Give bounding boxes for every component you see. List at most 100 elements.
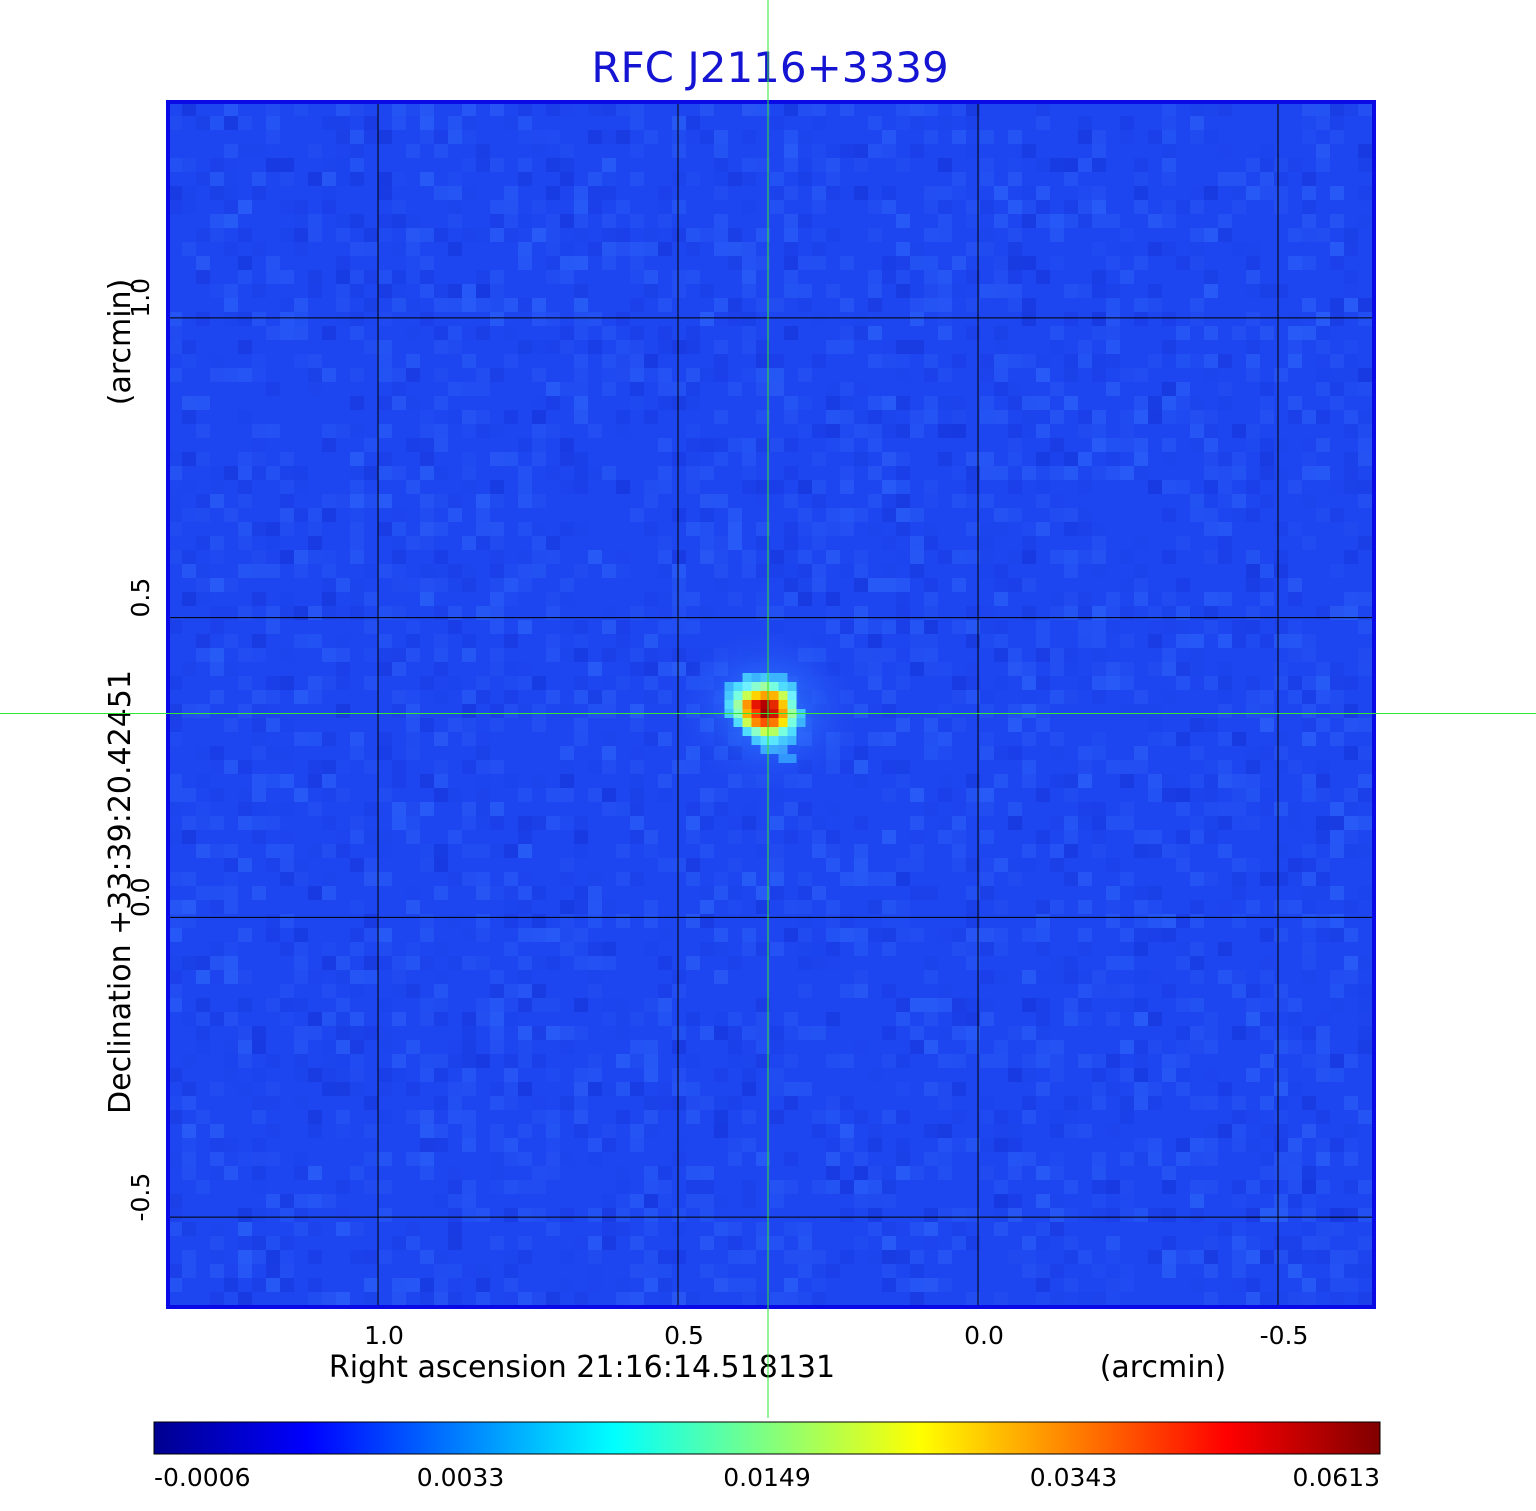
noise-pixel	[266, 536, 280, 550]
noise-pixel	[266, 746, 280, 760]
noise-pixel	[1260, 1250, 1274, 1264]
noise-pixel	[1148, 410, 1162, 424]
noise-pixel	[182, 242, 196, 256]
source-pixel	[733, 700, 743, 709]
noise-pixel	[350, 1166, 364, 1180]
noise-pixel	[420, 116, 434, 130]
noise-pixel	[630, 1236, 644, 1250]
noise-pixel	[210, 158, 224, 172]
noise-pixel	[1120, 984, 1134, 998]
noise-pixel	[1064, 368, 1078, 382]
noise-pixel	[896, 284, 910, 298]
noise-pixel	[854, 424, 868, 438]
noise-pixel	[882, 732, 896, 746]
noise-pixel	[294, 1166, 308, 1180]
noise-pixel	[630, 1082, 644, 1096]
noise-pixel	[1092, 746, 1106, 760]
noise-pixel	[518, 662, 532, 676]
noise-pixel	[266, 998, 280, 1012]
noise-pixel	[1092, 438, 1106, 452]
noise-pixel	[630, 270, 644, 284]
noise-pixel	[252, 1068, 266, 1082]
noise-pixel	[1176, 410, 1190, 424]
noise-pixel	[896, 396, 910, 410]
noise-pixel	[924, 606, 938, 620]
noise-pixel	[1246, 704, 1260, 718]
noise-pixel	[546, 1152, 560, 1166]
noise-pixel	[1316, 1180, 1330, 1194]
noise-pixel	[1204, 494, 1218, 508]
noise-pixel	[644, 1054, 658, 1068]
noise-pixel	[546, 998, 560, 1012]
noise-pixel	[1358, 158, 1372, 172]
noise-pixel	[616, 130, 630, 144]
noise-pixel	[476, 886, 490, 900]
noise-pixel	[196, 998, 210, 1012]
noise-pixel	[1190, 872, 1204, 886]
noise-pixel	[1064, 564, 1078, 578]
noise-pixel	[1106, 1236, 1120, 1250]
noise-pixel	[1120, 704, 1134, 718]
noise-pixel	[364, 1250, 378, 1264]
noise-pixel	[1358, 214, 1372, 228]
noise-pixel	[1036, 200, 1050, 214]
noise-pixel	[1274, 746, 1288, 760]
noise-pixel	[1316, 1222, 1330, 1236]
noise-pixel	[868, 116, 882, 130]
noise-pixel	[378, 564, 392, 578]
noise-pixel	[630, 788, 644, 802]
noise-pixel	[658, 1012, 672, 1026]
noise-pixel	[994, 368, 1008, 382]
noise-pixel	[1232, 1222, 1246, 1236]
noise-pixel	[462, 1040, 476, 1054]
noise-pixel	[420, 508, 434, 522]
noise-pixel	[1106, 466, 1120, 480]
noise-pixel	[1190, 410, 1204, 424]
noise-pixel	[1274, 1138, 1288, 1152]
noise-pixel	[294, 480, 308, 494]
noise-pixel	[518, 1292, 532, 1306]
noise-pixel	[756, 886, 770, 900]
noise-pixel	[672, 228, 686, 242]
noise-pixel	[168, 550, 182, 564]
noise-pixel	[980, 634, 994, 648]
noise-pixel	[644, 592, 658, 606]
noise-pixel	[910, 1250, 924, 1264]
noise-pixel	[280, 172, 294, 186]
noise-pixel	[1288, 340, 1302, 354]
noise-pixel	[714, 1278, 728, 1292]
noise-pixel	[1358, 816, 1372, 830]
noise-pixel	[1064, 774, 1078, 788]
noise-pixel	[1092, 1194, 1106, 1208]
noise-pixel	[1218, 144, 1232, 158]
noise-pixel	[784, 802, 798, 816]
noise-pixel	[644, 662, 658, 676]
noise-pixel	[1232, 494, 1246, 508]
noise-pixel	[798, 956, 812, 970]
noise-pixel	[994, 326, 1008, 340]
noise-pixel	[588, 956, 602, 970]
noise-pixel	[1274, 466, 1288, 480]
noise-pixel	[1064, 1180, 1078, 1194]
noise-pixel	[1064, 970, 1078, 984]
noise-pixel	[966, 774, 980, 788]
noise-pixel	[1274, 1194, 1288, 1208]
colorbar-tick-label: 0.0343	[1030, 1463, 1117, 1492]
noise-pixel	[686, 1054, 700, 1068]
noise-pixel	[854, 144, 868, 158]
noise-pixel	[1022, 970, 1036, 984]
noise-pixel	[1344, 1250, 1358, 1264]
noise-pixel	[1148, 1012, 1162, 1026]
noise-pixel	[1050, 1292, 1064, 1306]
noise-pixel	[378, 354, 392, 368]
noise-pixel	[504, 186, 518, 200]
noise-pixel	[1358, 186, 1372, 200]
noise-pixel	[308, 844, 322, 858]
noise-pixel	[462, 1068, 476, 1082]
noise-pixel	[952, 284, 966, 298]
noise-pixel	[168, 186, 182, 200]
noise-pixel	[1092, 802, 1106, 816]
noise-pixel	[378, 452, 392, 466]
noise-pixel	[1274, 662, 1288, 676]
noise-pixel	[1218, 760, 1232, 774]
